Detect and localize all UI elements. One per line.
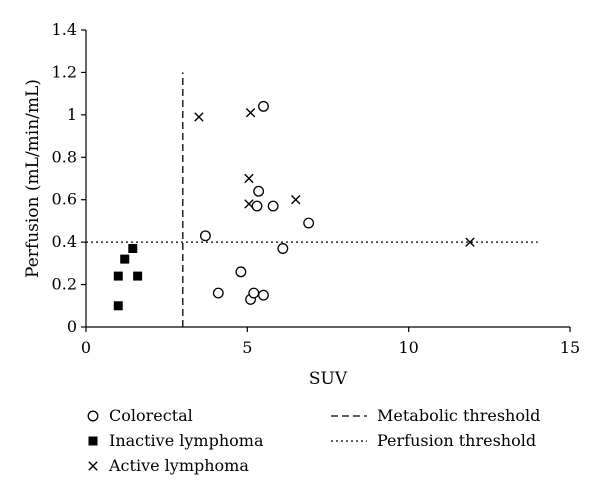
legend-item: Metabolic threshold	[331, 406, 540, 425]
inactive-lymphoma-point	[113, 301, 123, 311]
colorectal-point	[235, 266, 247, 278]
active-lymphoma-point	[244, 173, 254, 184]
y-axis-ticks: 0 0.2 0.4 0.6 0.8 1 1.2 1.4	[52, 20, 86, 336]
colorectal-point	[251, 200, 263, 212]
legend-label: Active lymphoma	[108, 456, 249, 475]
x-axis-ticks: 0 5 10 15	[81, 327, 580, 357]
x-tick-label: 0	[81, 338, 91, 357]
colorectal-point	[277, 243, 289, 254]
legend-symbol-colorectal	[87, 410, 99, 422]
legend-item: Perfusion threshold	[331, 431, 536, 450]
legend-item: Colorectal	[87, 406, 193, 425]
y-tick-label: 1.4	[52, 20, 77, 39]
inactive-lymphoma-point	[133, 271, 143, 281]
legend-symbol-active-lymphoma	[88, 461, 98, 471]
y-axis-label: Perfusion (mL/min/mL)	[23, 79, 43, 278]
colorectal-point	[212, 287, 224, 299]
inactive-lymphoma-point	[128, 244, 138, 254]
legend: Colorectal Inactive lymphoma Active lympho…	[87, 406, 540, 475]
plot-area: 0 0.2 0.4 0.6 0.8 1 1.2 1.4 0 5 10 15	[52, 20, 581, 357]
x-tick-label: 10	[398, 338, 418, 357]
colorectal-point	[248, 287, 260, 299]
data-markers	[113, 100, 475, 311]
x-tick-label: 5	[242, 338, 252, 357]
legend-item: Inactive lymphoma	[88, 431, 264, 450]
y-tick-label: 0.6	[52, 190, 77, 209]
colorectal-point	[267, 200, 279, 212]
colorectal-point	[253, 185, 265, 197]
colorectal-point	[303, 217, 315, 229]
colorectal-point	[258, 289, 269, 301]
y-tick-label: 1	[67, 105, 77, 124]
legend-label: Inactive lymphoma	[109, 431, 264, 450]
legend-label: Perfusion threshold	[377, 431, 536, 450]
legend-item: Active lymphoma	[88, 456, 249, 475]
active-lymphoma-point	[244, 199, 254, 209]
legend-label: Colorectal	[109, 406, 193, 425]
legend-label: Metabolic threshold	[377, 406, 540, 425]
inactive-lymphoma-point	[120, 254, 130, 264]
active-lymphoma-point	[245, 108, 256, 118]
y-tick-label: 0	[67, 317, 77, 336]
colorectal-point	[258, 100, 269, 112]
active-lymphoma-point	[194, 112, 204, 122]
x-tick-label: 15	[560, 338, 580, 357]
legend-symbol-inactive-lymphoma	[88, 436, 98, 446]
inactive-lymphoma-point	[113, 271, 123, 281]
active-lymphoma-point	[291, 195, 301, 205]
y-tick-label: 0.8	[52, 147, 77, 166]
active-lymphoma-point	[465, 237, 475, 247]
y-tick-label: 0.2	[52, 275, 77, 294]
x-axis-label: SUV	[309, 369, 348, 389]
colorectal-point	[199, 230, 211, 242]
reference-lines	[86, 72, 538, 327]
y-tick-label: 0.4	[52, 232, 77, 251]
y-tick-label: 1.2	[52, 62, 77, 81]
